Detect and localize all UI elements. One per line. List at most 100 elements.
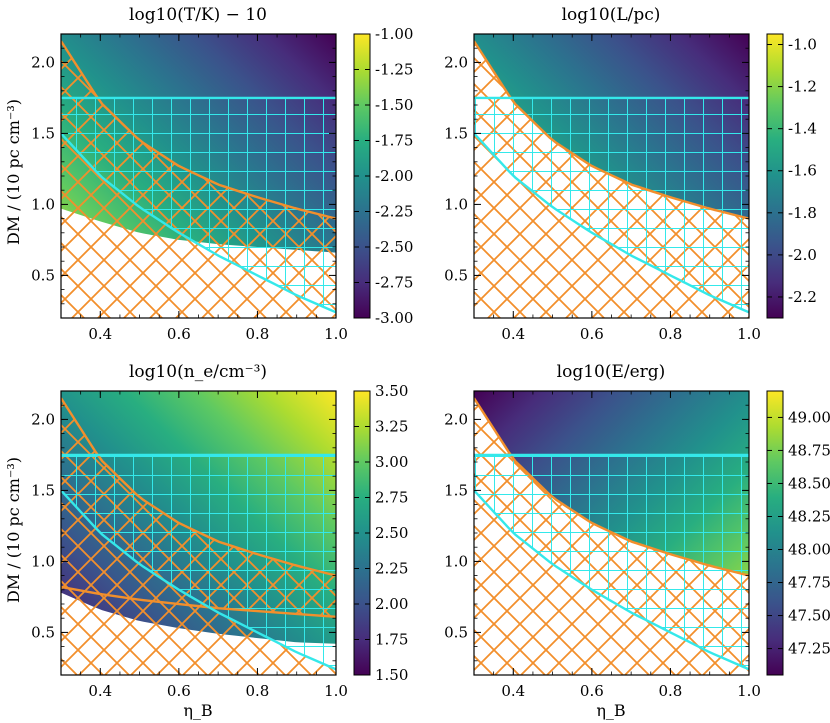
x-tick-label: 0.4 (88, 682, 112, 700)
orange-boundary-line (61, 40, 336, 220)
x-tick-label: 0.4 (501, 325, 525, 343)
colorbar-tick-label: 3.50 (375, 382, 408, 400)
orange-boundary-line (61, 397, 336, 577)
colorbar: 49.00 48.75 48.50 48.25 48.00 47.75 47.50 47.25 (766, 390, 830, 676)
colorbar-tick-label: -1.00 (375, 25, 413, 43)
colorbar-tick-label: 2.00 (375, 595, 408, 613)
x-axis-label: η_B (183, 701, 212, 720)
x-tick-label: 0.8 (658, 682, 682, 700)
colorbar-tick-label: 2.75 (375, 489, 408, 507)
x-tick-label: 1.0 (737, 682, 761, 700)
colorbar-tick-label: 47.25 (788, 640, 830, 658)
colorbar-gradient (766, 390, 784, 676)
x-tick-label: 0.4 (501, 682, 525, 700)
colorbar-tick-label: -2.50 (375, 238, 413, 256)
colorbar: 3.50 3.25 3.00 2.75 2.50 2.25 2.00 1.75 1.50 (353, 382, 408, 684)
x-tick-label: 0.8 (658, 325, 682, 343)
colorbar-tick-label: -1.6 (788, 162, 817, 180)
cyan-boundary-line (61, 132, 336, 314)
colorbar-tick-label: -2.25 (375, 203, 413, 221)
x-tick-label: 0.6 (580, 325, 604, 343)
x-tick-label: 1.0 (737, 325, 761, 343)
y-axis-label: DM / (10 pc cm⁻³) (4, 457, 23, 603)
y-tick-label: 0.5 (444, 623, 468, 641)
colorbar-tick-label: -1.4 (788, 120, 817, 138)
cyan-grid-region (474, 454, 749, 670)
colorbar-tick-label: 47.75 (788, 574, 830, 592)
cyan-boundary-line (61, 489, 336, 671)
y-tick-label: 1.0 (444, 195, 468, 213)
colorbar-tick-label: 1.50 (375, 666, 408, 684)
colorbar-tick-label: -1.25 (375, 61, 413, 79)
y-tick-label: 1.5 (444, 481, 468, 499)
y-tick-label: 2.0 (444, 53, 468, 71)
y-tick-label: 0.5 (31, 623, 55, 641)
x-tick-label: 0.4 (88, 325, 112, 343)
y-tick-label: 1.5 (31, 124, 55, 142)
y-tick-label: 1.0 (31, 195, 55, 213)
colorbar-tick-label: -1.50 (375, 96, 413, 114)
x-tick-label: 0.8 (245, 325, 269, 343)
orange-boundary-line (474, 397, 749, 577)
colorbar-tick-label: -1.0 (788, 36, 817, 54)
x-tick-label: 1.0 (324, 682, 348, 700)
colorbar-tick-label: 48.25 (788, 507, 830, 525)
panel-title: log10(T/K) − 10 (129, 5, 267, 25)
y-tick-label: 2.0 (31, 410, 55, 428)
y-axis-label: DM / (10 pc cm⁻³) (4, 99, 23, 245)
cyan-grid-region (61, 97, 336, 313)
orange-lower-boundary-line (61, 585, 336, 618)
colorbar-tick-label: 3.25 (375, 418, 408, 436)
x-tick-label: 0.8 (245, 682, 269, 700)
colorbar-tick-label: -2.0 (788, 246, 817, 264)
colorbar-tick-label: 48.75 (788, 441, 830, 459)
colorbar-tick-label: 48.50 (788, 474, 830, 492)
y-tick-label: 1.5 (444, 124, 468, 142)
cyan-boundary-line (474, 489, 749, 671)
y-tick-label: 1.0 (31, 552, 55, 570)
colorbar-tick-label: 47.50 (788, 607, 830, 625)
plot-area: 0.4 0.6 0.8 1.0 0.5 1.0 1.5 2.0 (31, 33, 348, 343)
colorbar-tick-label: -2.75 (375, 274, 413, 292)
panel-electron-density: log10(n_e/cm⁻³) 0.4 0.6 0.8 1.0 0.5 1.0 1.5 2.0… (4, 362, 408, 720)
orange-hatch-lower (61, 586, 336, 675)
y-tick-label: 0.5 (444, 266, 468, 284)
x-tick-label: 0.6 (167, 325, 191, 343)
cyan-grid-region (474, 97, 749, 313)
y-tick-label: 1.0 (444, 552, 468, 570)
y-tick-label: 1.5 (31, 481, 55, 499)
colorbar-gradient (766, 33, 784, 319)
colorbar-tick-label: 48.00 (788, 541, 830, 559)
x-tick-label: 0.6 (167, 682, 191, 700)
x-tick-label: 0.6 (580, 682, 604, 700)
x-axis-label: η_B (596, 701, 625, 720)
colorbar-tick-label: 2.50 (375, 524, 408, 542)
orange-boundary-line (474, 40, 749, 220)
colorbar-tick-label: 3.00 (375, 453, 408, 471)
colorbar-tick-label: -3.00 (375, 309, 413, 327)
cyan-grid-region (61, 454, 336, 670)
cyan-boundary-line (474, 132, 749, 314)
panel-energy: log10(E/erg) 0.4 0.6 0.8 1.0 0.5 1.0 1.5 2.0 49… (444, 362, 830, 720)
panel-title: log10(n_e/cm⁻³) (129, 362, 267, 382)
panel-title: log10(E/erg) (557, 362, 666, 382)
y-tick-label: 0.5 (31, 266, 55, 284)
x-tick-label: 1.0 (324, 325, 348, 343)
colorbar-tick-label: -2.00 (375, 167, 413, 185)
y-tick-label: 2.0 (444, 410, 468, 428)
colorbar-tick-label: -1.2 (788, 78, 817, 96)
panel-length: log10(L/pc) 0.4 0.6 0.8 1.0 0.5 1.0 1.5 2.0 -1.… (444, 5, 817, 343)
colorbar-tick-label: 1.75 (375, 631, 408, 649)
y-tick-label: 2.0 (31, 53, 55, 71)
colorbar-tick-label: -2.2 (788, 288, 817, 306)
colorbar: -1.00 -1.25 -1.50 -1.75 -2.00 -2.25 -2.50 -2.75… (353, 25, 413, 327)
colorbar-tick-label: -1.8 (788, 204, 817, 222)
colorbar-tick-label: -1.75 (375, 132, 413, 150)
colorbar-tick-label: 2.25 (375, 560, 408, 578)
plot-area: 0.4 0.6 0.8 1.0 0.5 1.0 1.5 2.0 (444, 33, 761, 343)
plot-area: 0.4 0.6 0.8 1.0 0.5 1.0 1.5 2.0 (444, 390, 761, 700)
colorbar-tick-label: 49.00 (788, 408, 830, 426)
panel-temperature: log10(T/K) − 10 0.4 0.6 0.8 1.0 0.5 1.0 1.5 2.0… (4, 5, 413, 343)
plot-area: 0.4 0.6 0.8 1.0 0.5 1.0 1.5 2.0 (31, 390, 348, 700)
